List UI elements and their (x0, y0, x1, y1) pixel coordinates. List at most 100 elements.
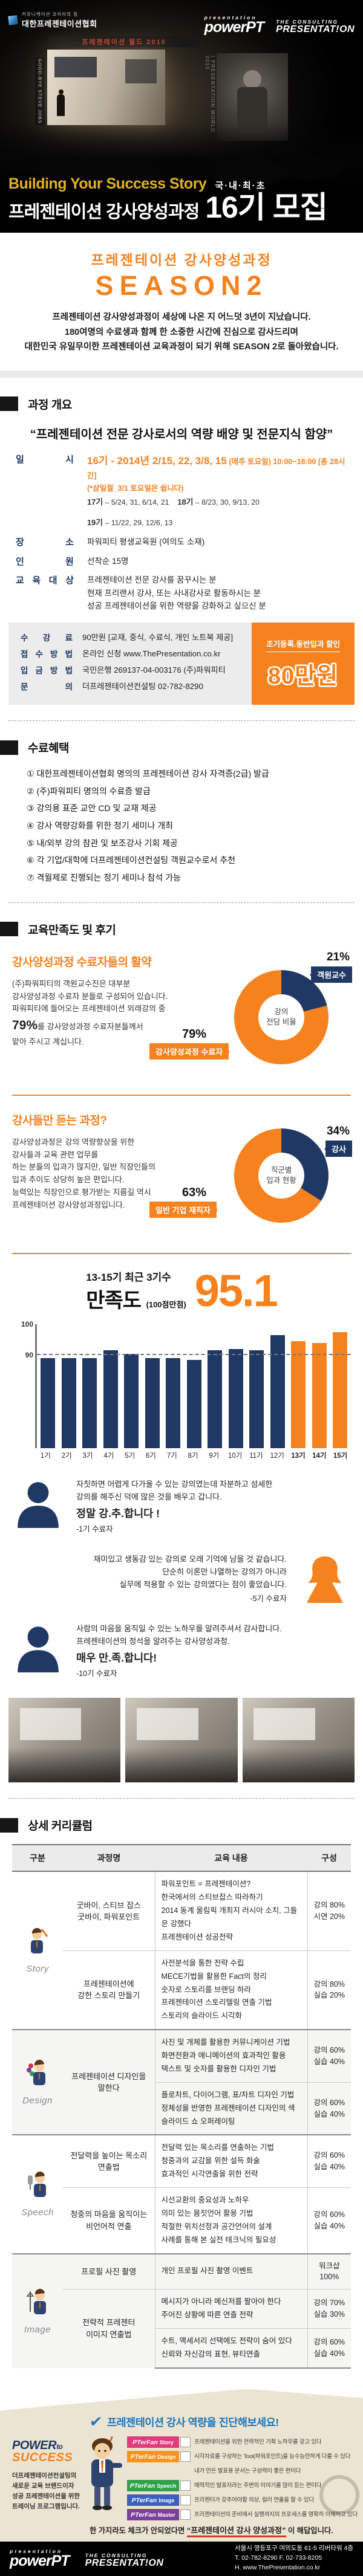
intro-body: 프레젠테이션 강사양성과정이 세상에 나온 지 어느덧 3년이 지났습니다. 1… (24, 312, 339, 352)
hero-photo-audience (0, 124, 363, 215)
benefit-item: ③ 강의용 표준 교안 CD 및 교재 제공 (27, 803, 157, 814)
pterfan-story-label: PTerFan Story (127, 2436, 179, 2448)
course-composition: 강의 60% 실습 40% (307, 2029, 351, 2083)
contact-value: 더프레젠테이션컨설팅 02-782-8290 (82, 682, 203, 691)
apply-url-link[interactable]: www.ThePresentation.co.kr (123, 649, 221, 659)
donut-label-right: 강사 (324, 1140, 352, 1157)
divider-orange (12, 1252, 351, 1254)
x-axis-label: 13기 (291, 1452, 306, 1460)
apply-prefix: 온라인 신청 (82, 649, 122, 659)
association-logo: 커뮤니케이션 코리아의 힘 대한프레젠테이션협회 (8, 11, 97, 30)
course-composition: 강의 70% 실습 30% (307, 2289, 351, 2329)
hero-photo-event-banner: 프레젠테이션 월드 2010 (48, 36, 200, 47)
group-speech: Speech (12, 2134, 63, 2254)
header-logos: presentation powerPT THE CONSULTING PRES… (204, 15, 355, 35)
overview-quote: “프레젠테이션 전문 강사로서의 역량 배양 및 전문지식 함양” (30, 427, 333, 441)
col-header-course: 과정명 (63, 1844, 155, 1872)
course-name: 프레젠테이션 디자인을 말한다 (63, 2029, 155, 2135)
donut-pct-left: 79% (182, 1027, 207, 1041)
hero-photo-speaker-silhouette (57, 89, 65, 116)
satisfaction-block-2: 강사들만 듣는 과정? 강사양성과정은 강의 역량향상을 위한 강사들과 교육 … (0, 1112, 363, 1238)
satisfaction-bar-labels: 1기 2기 3기 4기 5기 6기 7기 8기 9기 10기 11기 12기 13기 14기 15기 (35, 1448, 351, 1460)
bar-8기 (186, 1359, 201, 1448)
benefit-item: ② (주)파워피티 명의의 수료증 발급 (27, 786, 151, 796)
classroom-photo-1 (8, 1698, 121, 1783)
footer-bar: presentation powerPT THE CONSULTING PRES… (0, 2541, 363, 2576)
deposit-value: 국민은행 269137-04-003176 (주)파워피티 (82, 665, 226, 675)
intro-section: 프레젠테이션 강사양성과정 SEASON2 프레젠테이션 강사양성과정이 세상에… (0, 233, 363, 378)
divider-gray (0, 370, 363, 378)
testimonial-3: 사람의 마음을 움직일 수 있는 노하우를 알려주셔서 감사합니다. 프레젠테이… (0, 1623, 363, 1680)
checkbox[interactable] (180, 2451, 191, 2462)
bar-6기 (145, 1358, 160, 1448)
group-story: Story (12, 1871, 63, 2030)
checklist-text: 매력적인 발표자라는 주변의 이야기를 많이 듣는 편이다 (194, 2482, 322, 2489)
divider-orange (12, 1094, 351, 1096)
block1-body: (주)파워피티의 객원교수진은 대부분 강사양성과정 수료자 분들로 구성되어 … (12, 979, 168, 1014)
x-axis-label: 5기 (125, 1452, 136, 1460)
hero-course-title: 프레젠테이션 강사양성과정 (8, 202, 200, 222)
x-axis-label: 7기 (166, 1452, 177, 1460)
divider-dashed (8, 720, 355, 722)
section-title: 상세 커리큘럼 (28, 1820, 93, 1833)
x-axis-label: 3기 (82, 1452, 93, 1460)
course-composition: 워크샵 100% (307, 2253, 351, 2290)
curriculum-row: 청중의 마음을 움직이는 비언어적 연출 시선교환의 중요성과 노하우 의미 있… (12, 2187, 351, 2254)
course-name: 프레젠테이션에 강한 스토리 만들기 (63, 1950, 155, 2030)
deposit-label: 입 금 방 법 (21, 666, 73, 676)
hero-photo-screen-left (47, 50, 165, 125)
donut-label-right: 객원교수 (310, 966, 352, 983)
course-content: 파워포인트 = 프레젠테이션? 한국에서의 스티브잡스 따라하기 2014 동계… (154, 1871, 308, 1951)
course-name: 전략적 프레젠터 이미지 연출법 (63, 2289, 155, 2368)
course-composition: 강의 80% 실습 20% (307, 1950, 351, 2030)
checklist-row: PTerFan Master 프리젠테이션의 준비에서 실행까지의 프로세스를 명… (127, 2509, 359, 2521)
power-to-success-block: POWERto SUCCESS 더프레젠테이션컨설팅의 새로운 교육 브랜드이자… (12, 2439, 86, 2513)
curriculum-row: 전략적 프레젠터 이미지 연출법 메시지가 아니라 메신저를 팔아야 한다 주어… (12, 2289, 351, 2368)
curriculum-row: Story 굿바이, 스티브 잡스 굿바이, 파워포인트 파워포인트 = 프레젠… (12, 1871, 351, 2030)
testimonial-author: -5기 수료자 (250, 1594, 287, 1603)
satisfaction-bar-chart: 90 100 1기 2기 3기 4기 5기 6기 7기 8기 9기 10기 11기 12기 13기 14기 1… (12, 1320, 351, 1460)
consulting-logo: THE CONSULTING PRESENTAT!ON (276, 18, 355, 34)
apply-label: 접 수 방 법 (21, 650, 73, 659)
curriculum-row: Speech 전달력을 높이는 목소리 연출법 전달력 있는 목소리를 연출하는… (12, 2134, 351, 2254)
pterfan-speech-label: PTerFan Speech (127, 2480, 179, 2492)
donut-chart-enrollment: 직군별 입과 현황 34% 강사 63% 일반 기업 재직자 (149, 1112, 352, 1238)
checkbox[interactable] (180, 2437, 191, 2448)
checkbox[interactable] (180, 2481, 191, 2491)
footer-website[interactable]: H. www.ThePresentation.co.kr (234, 2563, 321, 2571)
fee-row-contact: 문 의 더프레젠테이션컨설팅 02-782-8290 (21, 680, 243, 692)
group-image: Image (12, 2253, 63, 2368)
brand-description: 더프레젠테이션컨설팅의 새로운 교육 브랜드이자 성공 프레젠테이션을 위한 트… (12, 2471, 80, 2511)
bar-9기 (208, 1350, 222, 1448)
bar-12기 (270, 1335, 285, 1448)
course-name: 프로필 사진 촬영 (63, 2253, 155, 2290)
footer-promo: POWERto SUCCESS 더프레젠테이션컨설팅의 새로운 교육 브랜드이자… (0, 2389, 363, 2542)
col-header-content: 교육 내용 (155, 1844, 307, 1872)
audience-value: 프레젠테이션 전문 강사를 꿈꾸시는 분 현재 프리랜서 강사, 또는 사내강사… (87, 575, 266, 611)
course-name: 전달력을 높이는 목소리 연출법 (63, 2134, 155, 2188)
classroom-photo-2 (125, 1698, 238, 1783)
image-mascot-icon (26, 2288, 46, 2314)
headphones-photo (319, 2474, 359, 2515)
section-title: 교육만족도 및 후기 (28, 924, 116, 937)
satisfaction-block-1: 강사양성과정 수료자들의 활약 (주)파워피티의 객원교수진은 대부분 강사양성… (0, 951, 363, 1080)
testimonial-1: 자칫하면 어렵게 다가올 수 있는 강의였는데 차분하고 섬세한 강의를 해주신… (0, 1478, 363, 1536)
group-name: Story (26, 1964, 49, 1975)
course-content: 수트, 액세서리 선택에도 전략이 숨어 있다 신뢰와 자신감의 표현, 뷰티연… (154, 2328, 308, 2369)
benefit-item: ⑦ 격월제로 진행되는 정기 세미나 참석 가능 (27, 873, 181, 883)
checkbox[interactable] (180, 2510, 191, 2520)
course-content: 시선교환의 중요성과 노하우 의미 있는 몸짓언어 활용 기법 적절한 위치선정… (154, 2187, 308, 2254)
course-composition: 강의 80% 시연 20% (307, 1871, 351, 1951)
section-header-benefits: 수료혜택 (0, 739, 363, 756)
donut-chart-lecture-share: 강의 전담 비율 21% 객원교수 79% 강사양성과정 수료자 (149, 951, 352, 1080)
curriculum-row: Design 프레젠테이션 디자인을 말한다 사진 및 개체를 활용한 커뮤니케… (12, 2029, 351, 2135)
overview-row-capacity: 인 원 선착순 15명 (16, 555, 347, 568)
powerpt-logo: presentation powerPT (10, 2548, 70, 2570)
association-tagline: 커뮤니케이션 코리아의 힘 (22, 11, 79, 17)
x-axis-label: 15기 (333, 1452, 348, 1460)
contact-label: 문 의 (21, 682, 73, 692)
bar-5기 (124, 1353, 139, 1448)
checkbox[interactable] (180, 2495, 191, 2506)
consulting-logo: THE CONSULTING PRESENTAT!ON (85, 2552, 164, 2569)
overview-row-audience: 교 육 대 상 프레젠테이션 전문 강사를 꿈꾸시는 분 현재 프리랜서 강사,… (16, 574, 347, 613)
